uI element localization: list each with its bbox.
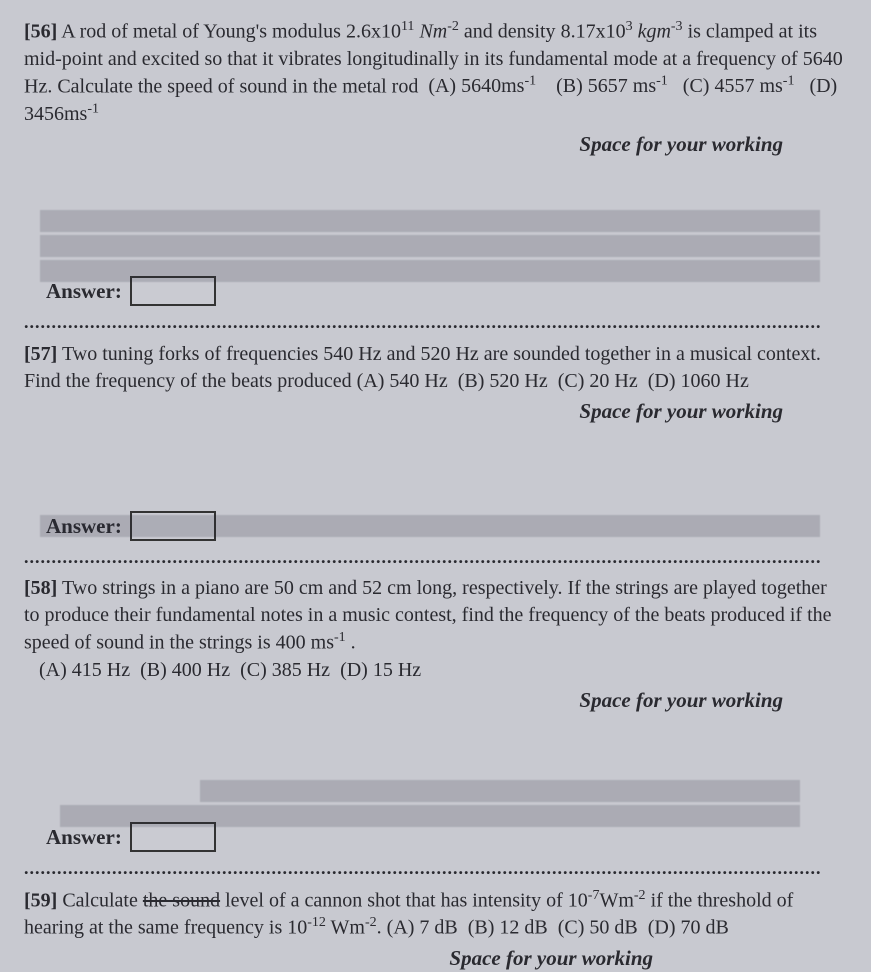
separator-dots: ........................................… (24, 856, 843, 880)
q58-option-a: (A) 415 Hz (39, 659, 130, 681)
bleedthrough-line (40, 210, 820, 232)
question-59-text: [59] Calculate the sound level of a cann… (24, 887, 843, 942)
question-57: [57] Two tuning forks of frequencies 540… (24, 341, 843, 541)
q57-option-a: (A) 540 Hz (357, 370, 448, 392)
bleedthrough-line (40, 235, 820, 257)
question-57-number: [57] (24, 343, 57, 365)
question-56-text: [56] A rod of metal of Young's modulus 2… (24, 18, 843, 128)
q57-option-d: (D) 1060 Hz (648, 370, 749, 392)
question-58-number: [58] (24, 577, 57, 599)
q59-option-a: (A) 7 dB (387, 917, 458, 939)
working-space-57 (24, 425, 843, 511)
q58-option-c: (C) 385 Hz (240, 659, 330, 681)
q57-option-b: (B) 520 Hz (458, 370, 548, 392)
answer-label: Answer: (46, 823, 122, 851)
question-58-text: [58] Two strings in a piano are 50 cm an… (24, 575, 843, 684)
working-space-label: Space for your working (24, 130, 843, 158)
bleedthrough-line (40, 515, 820, 537)
q57-option-c: (C) 20 Hz (558, 370, 638, 392)
q59-option-b: (B) 12 dB (468, 917, 548, 939)
bleedthrough-line (40, 260, 820, 282)
working-space-label: Space for your working (24, 944, 843, 972)
question-59: [59] Calculate the sound level of a cann… (24, 887, 843, 972)
bleedthrough-line (60, 805, 800, 827)
q58-option-d: (D) 15 Hz (340, 659, 421, 681)
struck-text: the sound (143, 889, 220, 911)
question-59-number: [59] (24, 889, 57, 911)
separator-dots: ........................................… (24, 545, 843, 569)
working-space-label: Space for your working (24, 397, 843, 425)
question-56-number: [56] (24, 21, 57, 43)
q58-option-b: (B) 400 Hz (140, 659, 230, 681)
q56-option-b: (B) 5657 ms-1 (556, 75, 668, 97)
q59-option-c: (C) 50 dB (558, 917, 638, 939)
question-57-text: [57] Two tuning forks of frequencies 540… (24, 341, 843, 395)
bleedthrough-line (200, 780, 800, 802)
separator-dots: ........................................… (24, 310, 843, 334)
working-space-label: Space for your working (24, 686, 843, 714)
q59-option-d: (D) 70 dB (648, 917, 729, 939)
q56-option-a: (A) 5640ms-1 (428, 75, 536, 97)
q56-option-c: (C) 4557 ms-1 (683, 75, 795, 97)
